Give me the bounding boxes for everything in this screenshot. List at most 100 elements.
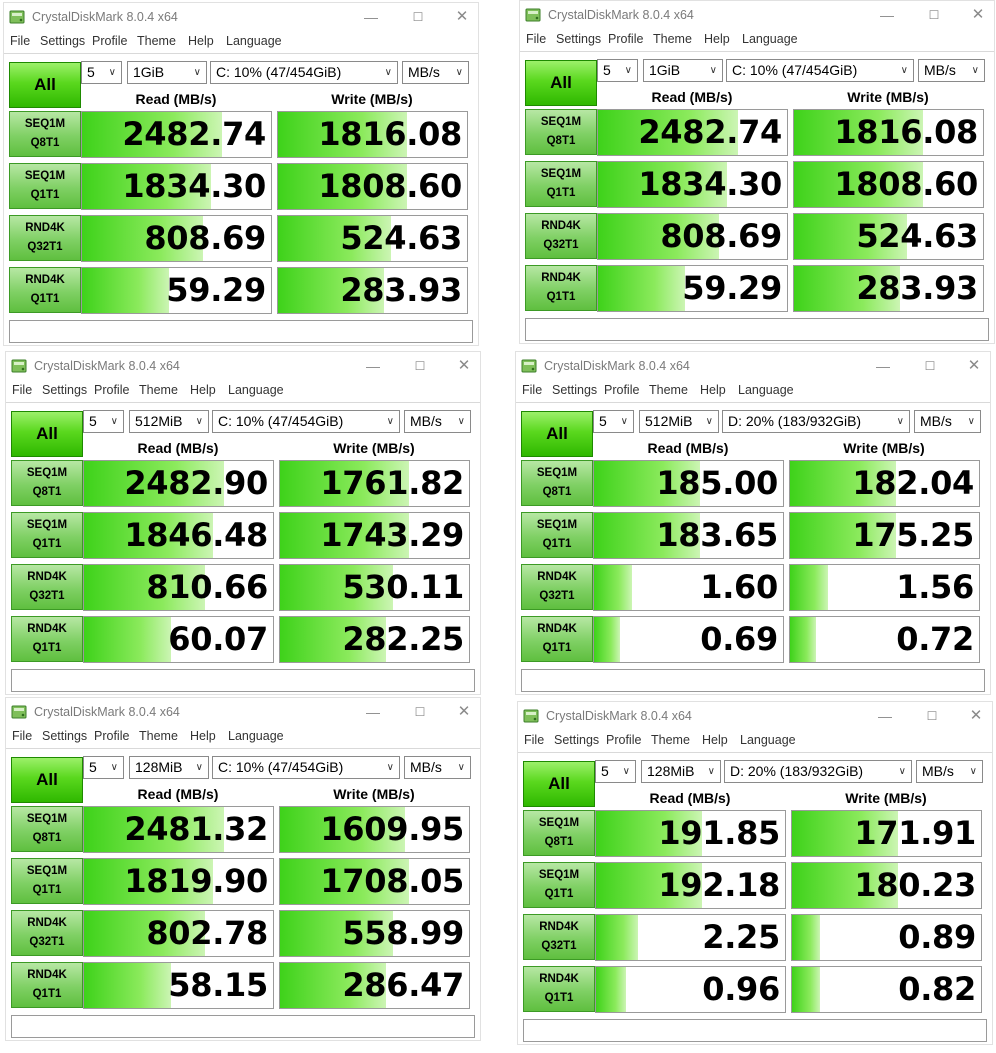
- menu-settings[interactable]: Settings: [42, 729, 88, 743]
- test-count-select[interactable]: 5 ∨: [595, 760, 636, 783]
- test-count-select[interactable]: 5 ∨: [597, 59, 638, 82]
- unit-select[interactable]: MB/s ∨: [914, 410, 981, 433]
- all-button[interactable]: All: [11, 757, 83, 803]
- maximize-icon[interactable]: ☐: [414, 705, 426, 719]
- all-button[interactable]: All: [9, 62, 81, 108]
- comment-field[interactable]: [9, 320, 473, 343]
- menu-profile[interactable]: Profile: [606, 733, 642, 747]
- test-button-seq1m-q8t1[interactable]: SEQ1M Q8T1: [523, 810, 595, 856]
- comment-field[interactable]: [525, 318, 989, 341]
- close-icon[interactable]: ✕: [971, 6, 985, 23]
- test-button-rnd4k-q32t1[interactable]: RND4K Q32T1: [521, 564, 593, 610]
- close-icon[interactable]: ✕: [457, 703, 471, 720]
- test-count-select[interactable]: 5 ∨: [83, 410, 124, 433]
- test-size-select[interactable]: 512MiB ∨: [639, 410, 719, 433]
- menu-settings[interactable]: Settings: [40, 34, 86, 48]
- minimize-icon[interactable]: —: [366, 358, 380, 374]
- menu-settings[interactable]: Settings: [552, 383, 598, 397]
- test-count-select[interactable]: 5 ∨: [81, 61, 122, 84]
- menu-help[interactable]: Help: [700, 383, 726, 397]
- menu-help[interactable]: Help: [702, 733, 728, 747]
- test-button-seq1m-q1t1[interactable]: SEQ1M Q1T1: [521, 512, 593, 558]
- menu-help[interactable]: Help: [188, 34, 214, 48]
- menu-file[interactable]: File: [12, 729, 33, 743]
- test-button-seq1m-q1t1[interactable]: SEQ1M Q1T1: [523, 862, 595, 908]
- test-button-rnd4k-q1t1[interactable]: RND4K Q1T1: [521, 616, 593, 662]
- menu-language[interactable]: Language: [228, 729, 284, 743]
- menu-language[interactable]: Language: [738, 383, 794, 397]
- test-button-seq1m-q8t1[interactable]: SEQ1M Q8T1: [521, 460, 593, 506]
- test-button-rnd4k-q32t1[interactable]: RND4K Q32T1: [11, 564, 83, 610]
- test-button-seq1m-q8t1[interactable]: SEQ1M Q8T1: [525, 109, 597, 155]
- menu-settings[interactable]: Settings: [554, 733, 600, 747]
- test-size-select[interactable]: 1GiB ∨: [127, 61, 207, 84]
- minimize-icon[interactable]: —: [878, 708, 892, 724]
- unit-select[interactable]: MB/s ∨: [916, 760, 983, 783]
- comment-field[interactable]: [11, 1015, 475, 1038]
- close-icon[interactable]: ✕: [967, 357, 981, 374]
- menu-language[interactable]: Language: [742, 32, 798, 46]
- test-button-seq1m-q1t1[interactable]: SEQ1M Q1T1: [11, 512, 83, 558]
- menu-help[interactable]: Help: [704, 32, 730, 46]
- test-size-select[interactable]: 128MiB ∨: [129, 756, 209, 779]
- test-count-select[interactable]: 5 ∨: [593, 410, 634, 433]
- test-button-rnd4k-q32t1[interactable]: RND4K Q32T1: [525, 213, 597, 259]
- comment-field[interactable]: [523, 1019, 987, 1042]
- menu-profile[interactable]: Profile: [604, 383, 640, 397]
- test-button-rnd4k-q1t1[interactable]: RND4K Q1T1: [523, 966, 595, 1012]
- test-button-rnd4k-q32t1[interactable]: RND4K Q32T1: [9, 215, 81, 261]
- all-button[interactable]: All: [521, 411, 593, 457]
- maximize-icon[interactable]: ☐: [412, 10, 424, 24]
- test-button-rnd4k-q1t1[interactable]: RND4K Q1T1: [9, 267, 81, 313]
- close-icon[interactable]: ✕: [969, 707, 983, 724]
- all-button[interactable]: All: [11, 411, 83, 457]
- menu-theme[interactable]: Theme: [649, 383, 688, 397]
- drive-select[interactable]: C: 10% (47/454GiB) ∨: [210, 61, 398, 84]
- test-button-rnd4k-q1t1[interactable]: RND4K Q1T1: [11, 962, 83, 1008]
- test-size-select[interactable]: 1GiB ∨: [643, 59, 723, 82]
- menu-language[interactable]: Language: [740, 733, 796, 747]
- maximize-icon[interactable]: ☐: [928, 8, 940, 22]
- minimize-icon[interactable]: —: [364, 9, 378, 25]
- drive-select[interactable]: C: 10% (47/454GiB) ∨: [212, 756, 400, 779]
- drive-select[interactable]: D: 20% (183/932GiB) ∨: [724, 760, 912, 783]
- menu-file[interactable]: File: [522, 383, 543, 397]
- test-button-seq1m-q1t1[interactable]: SEQ1M Q1T1: [525, 161, 597, 207]
- close-icon[interactable]: ✕: [455, 8, 469, 25]
- menu-profile[interactable]: Profile: [94, 729, 130, 743]
- maximize-icon[interactable]: ☐: [926, 709, 938, 723]
- menu-profile[interactable]: Profile: [94, 383, 130, 397]
- drive-select[interactable]: D: 20% (183/932GiB) ∨: [722, 410, 910, 433]
- menu-help[interactable]: Help: [190, 383, 216, 397]
- menu-help[interactable]: Help: [190, 729, 216, 743]
- minimize-icon[interactable]: —: [366, 704, 380, 720]
- menu-theme[interactable]: Theme: [137, 34, 176, 48]
- drive-select[interactable]: C: 10% (47/454GiB) ∨: [212, 410, 400, 433]
- test-size-select[interactable]: 128MiB ∨: [641, 760, 721, 783]
- test-button-seq1m-q8t1[interactable]: SEQ1M Q8T1: [9, 111, 81, 157]
- menu-file[interactable]: File: [524, 733, 545, 747]
- test-button-rnd4k-q32t1[interactable]: RND4K Q32T1: [11, 910, 83, 956]
- unit-select[interactable]: MB/s ∨: [404, 756, 471, 779]
- comment-field[interactable]: [521, 669, 985, 692]
- menu-file[interactable]: File: [12, 383, 33, 397]
- menu-settings[interactable]: Settings: [42, 383, 88, 397]
- unit-select[interactable]: MB/s ∨: [404, 410, 471, 433]
- test-button-rnd4k-q32t1[interactable]: RND4K Q32T1: [523, 914, 595, 960]
- menu-language[interactable]: Language: [228, 383, 284, 397]
- test-button-seq1m-q8t1[interactable]: SEQ1M Q8T1: [11, 806, 83, 852]
- unit-select[interactable]: MB/s ∨: [402, 61, 469, 84]
- menu-profile[interactable]: Profile: [608, 32, 644, 46]
- menu-language[interactable]: Language: [226, 34, 282, 48]
- menu-file[interactable]: File: [10, 34, 31, 48]
- menu-theme[interactable]: Theme: [651, 733, 690, 747]
- menu-theme[interactable]: Theme: [139, 383, 178, 397]
- close-icon[interactable]: ✕: [457, 357, 471, 374]
- test-button-seq1m-q1t1[interactable]: SEQ1M Q1T1: [9, 163, 81, 209]
- menu-settings[interactable]: Settings: [556, 32, 602, 46]
- test-button-rnd4k-q1t1[interactable]: RND4K Q1T1: [525, 265, 597, 311]
- maximize-icon[interactable]: ☐: [924, 359, 936, 373]
- all-button[interactable]: All: [523, 761, 595, 807]
- test-button-rnd4k-q1t1[interactable]: RND4K Q1T1: [11, 616, 83, 662]
- menu-theme[interactable]: Theme: [653, 32, 692, 46]
